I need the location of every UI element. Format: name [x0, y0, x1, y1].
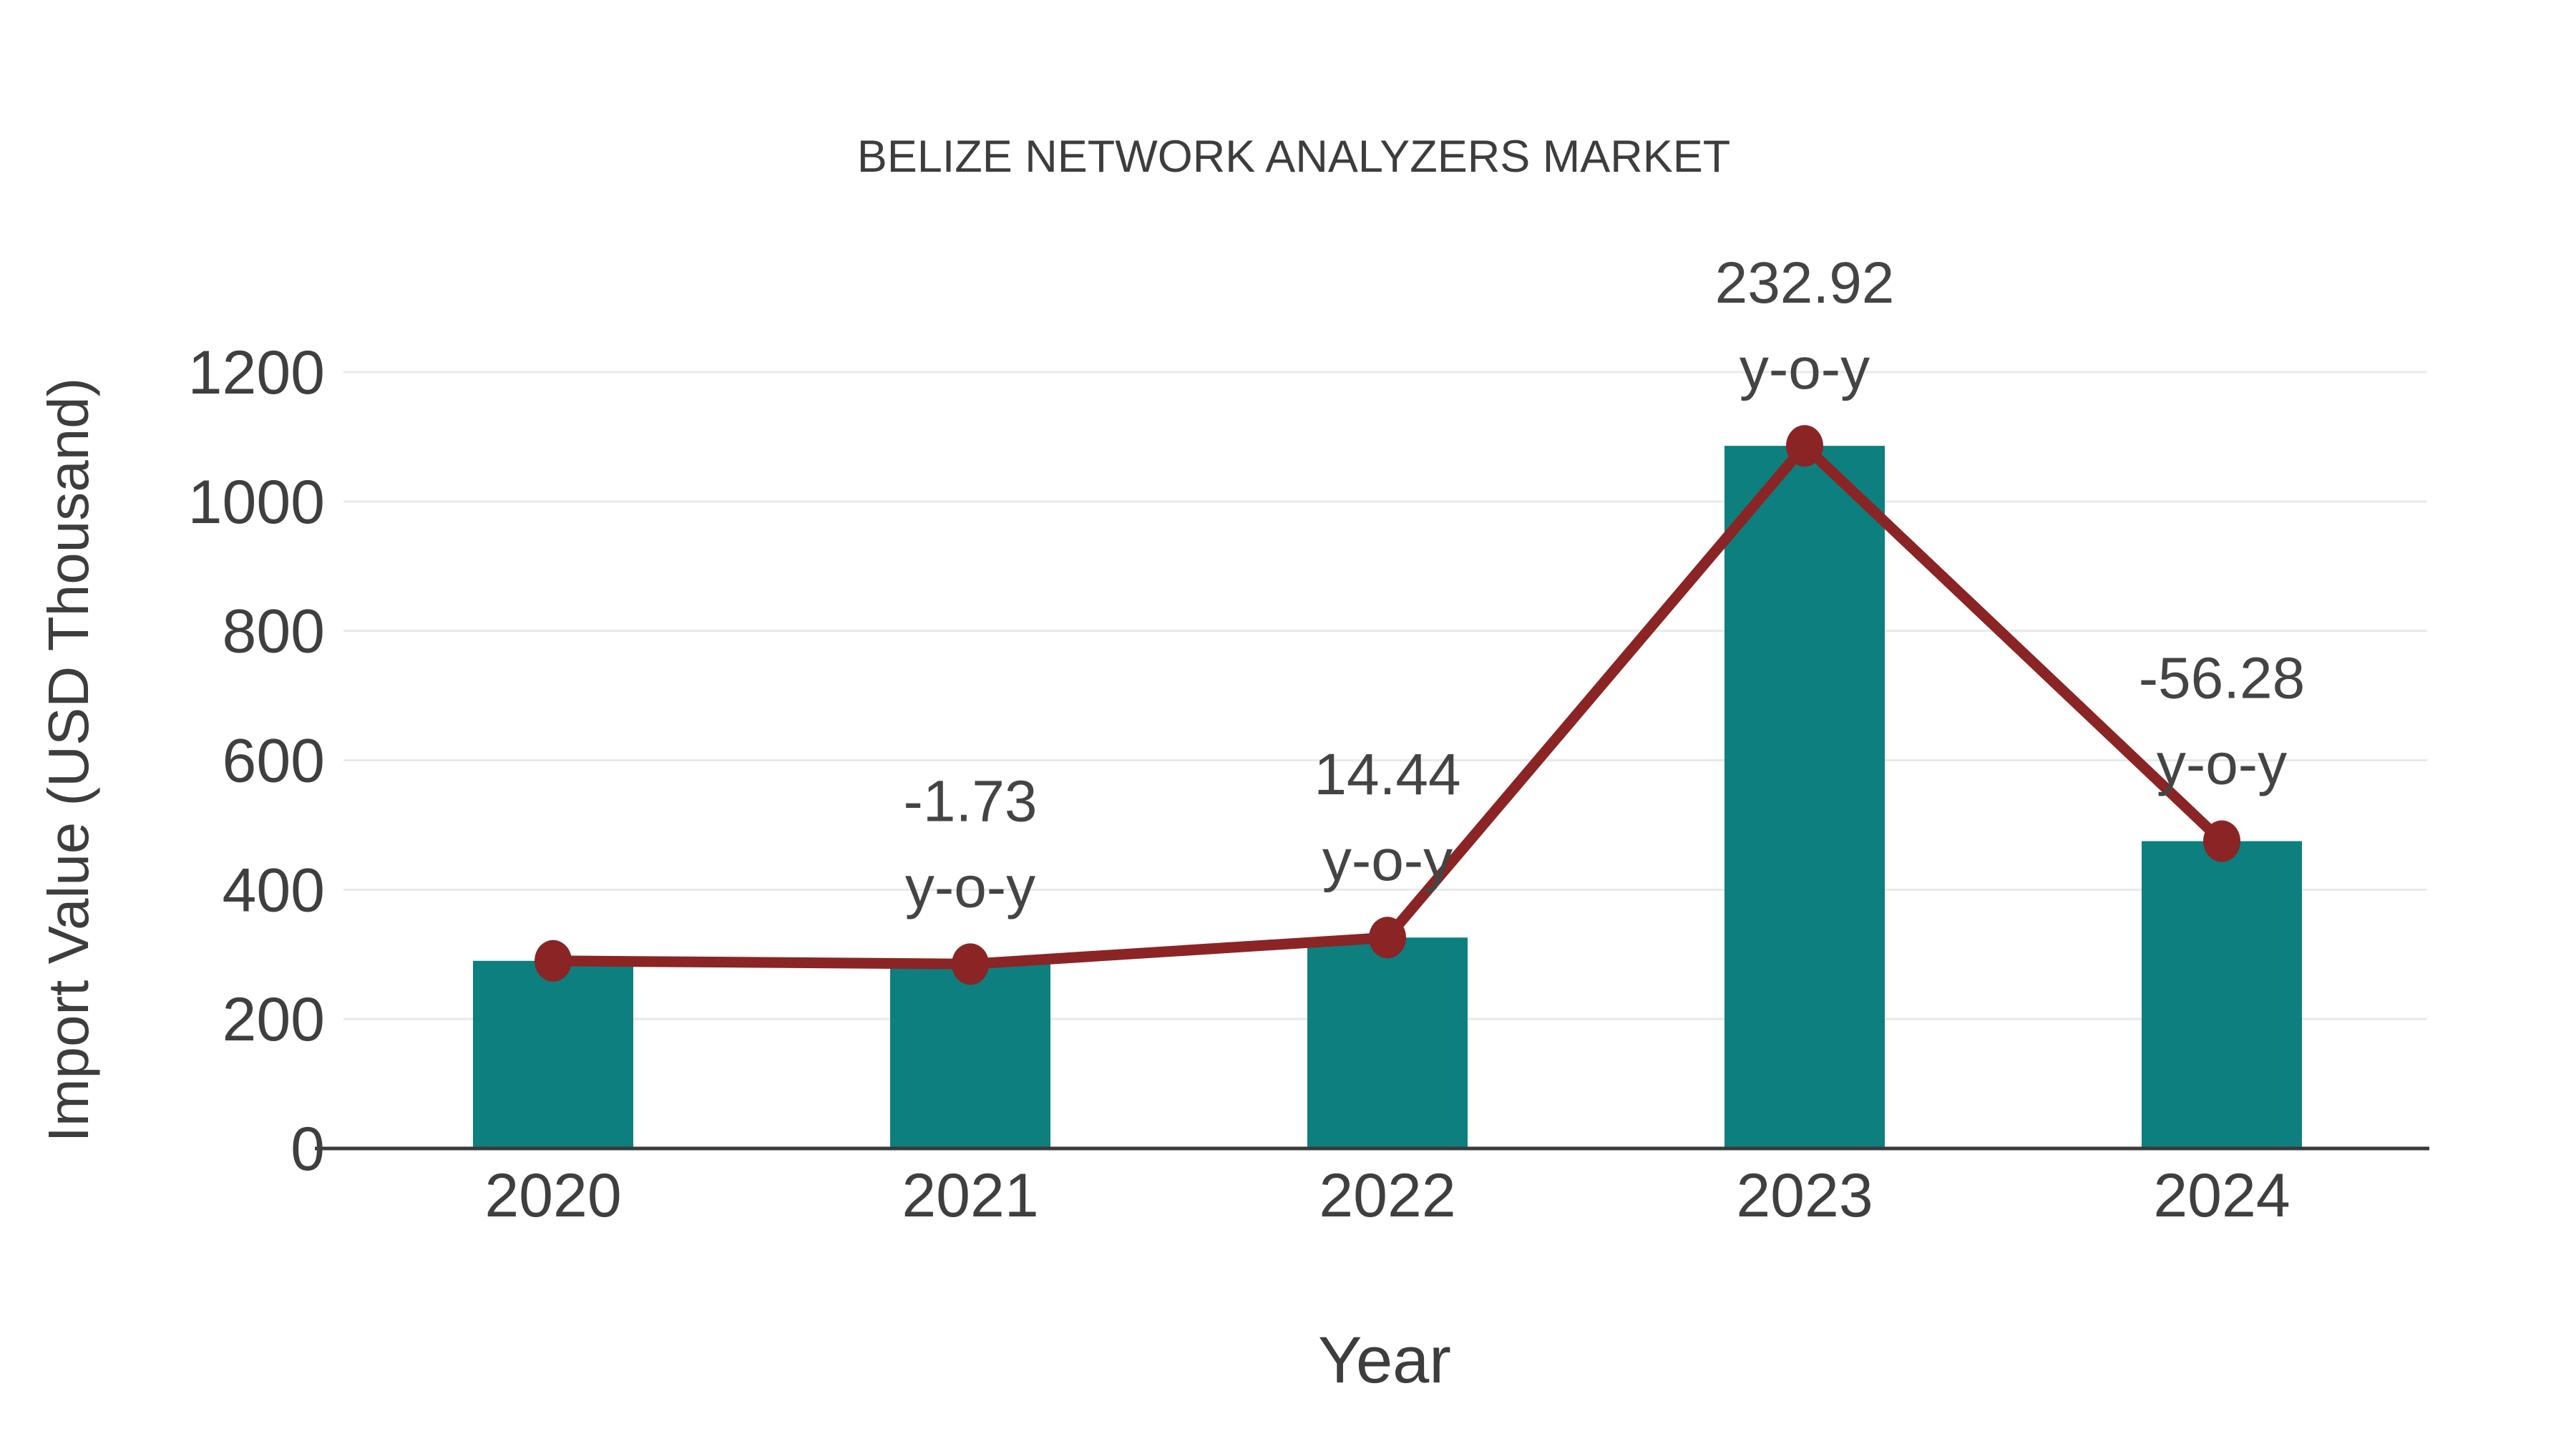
point-label-suffix-2021: y-o-y [905, 854, 1035, 919]
x-tick-label-2020: 2020 [484, 1161, 621, 1230]
point-label-value-2022: 14.44 [1314, 742, 1460, 807]
point-label-value-2021: -1.73 [904, 769, 1038, 834]
trend-line-series [535, 425, 2240, 985]
point-label-suffix-2024: y-o-y [2157, 732, 2287, 797]
bar-2022 [1307, 937, 1468, 1148]
point-labels: -1.73 y-o-y 14.44 y-o-y 232.92 y-o-y -56.28 y-o… [904, 250, 2306, 919]
bar-2024 [2142, 841, 2302, 1148]
y-tick-label-0: 0 [291, 1115, 325, 1184]
bar-2023 [1724, 446, 1885, 1148]
x-axis-title: Year [1318, 1324, 1451, 1397]
y-axis-title: Import Value (USD Thousand) [36, 378, 100, 1143]
point-label-suffix-2023: y-o-y [1740, 336, 1870, 401]
point-label-value-2023: 232.92 [1715, 250, 1895, 316]
marker-2021 [952, 943, 989, 985]
bar-series [473, 446, 2302, 1148]
x-tick-label-2022: 2022 [1319, 1161, 1455, 1230]
x-tick-label-2023: 2023 [1736, 1161, 1873, 1230]
marker-2020 [535, 940, 572, 982]
y-tick-label-1200: 1200 [188, 338, 325, 407]
marker-2023 [1786, 425, 1823, 467]
marker-2024 [2203, 820, 2240, 862]
chart-title: BELIZE NETWORK ANALYZERS MARKET [857, 132, 1731, 182]
y-tick-label-600: 600 [223, 727, 326, 796]
y-tick-label-800: 800 [223, 597, 326, 666]
y-tick-label-1000: 1000 [188, 468, 325, 537]
bar-2020 [473, 960, 633, 1148]
point-label-suffix-2022: y-o-y [1322, 828, 1453, 893]
bar-2021 [890, 964, 1050, 1148]
gridlines [343, 371, 2427, 1020]
y-tick-label-200: 200 [223, 985, 326, 1054]
x-tick-label-2024: 2024 [2153, 1161, 2290, 1230]
marker-2022 [1369, 917, 1406, 959]
y-tick-label-400: 400 [223, 856, 326, 924]
tick-labels: 0 200 400 600 800 1000 1200 2020 2021 2022 2023 202… [188, 338, 2290, 1230]
point-label-value-2024: -56.28 [2139, 646, 2306, 711]
x-tick-label-2021: 2021 [902, 1161, 1038, 1230]
